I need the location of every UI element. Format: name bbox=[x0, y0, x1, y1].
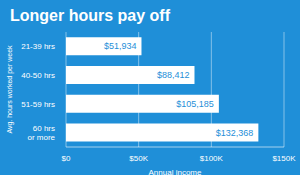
svg-text:$51,934: $51,934 bbox=[104, 41, 137, 51]
svg-text:$105,185: $105,185 bbox=[176, 99, 214, 109]
svg-text:Annual income: Annual income bbox=[149, 168, 202, 175]
svg-text:$0: $0 bbox=[62, 154, 71, 163]
svg-text:$132,368: $132,368 bbox=[216, 128, 254, 138]
svg-text:21-39 hrs: 21-39 hrs bbox=[21, 42, 55, 51]
svg-text:51-59 hrs: 51-59 hrs bbox=[21, 99, 55, 108]
html-text:Longer hours pay off: Longer hours pay off bbox=[10, 7, 170, 24]
svg-text:$150K: $150K bbox=[272, 154, 292, 163]
svg-text:Avg. hours worked per week: Avg. hours worked per week bbox=[8, 45, 14, 134]
svg-text:$100K: $100K bbox=[200, 154, 224, 163]
svg-text:$50K: $50K bbox=[129, 154, 148, 163]
svg-text:$88,412: $88,412 bbox=[157, 70, 190, 80]
svg-text:60 hrsor more: 60 hrsor more bbox=[27, 124, 55, 142]
svg-text:40-50 hrs: 40-50 hrs bbox=[21, 71, 55, 80]
